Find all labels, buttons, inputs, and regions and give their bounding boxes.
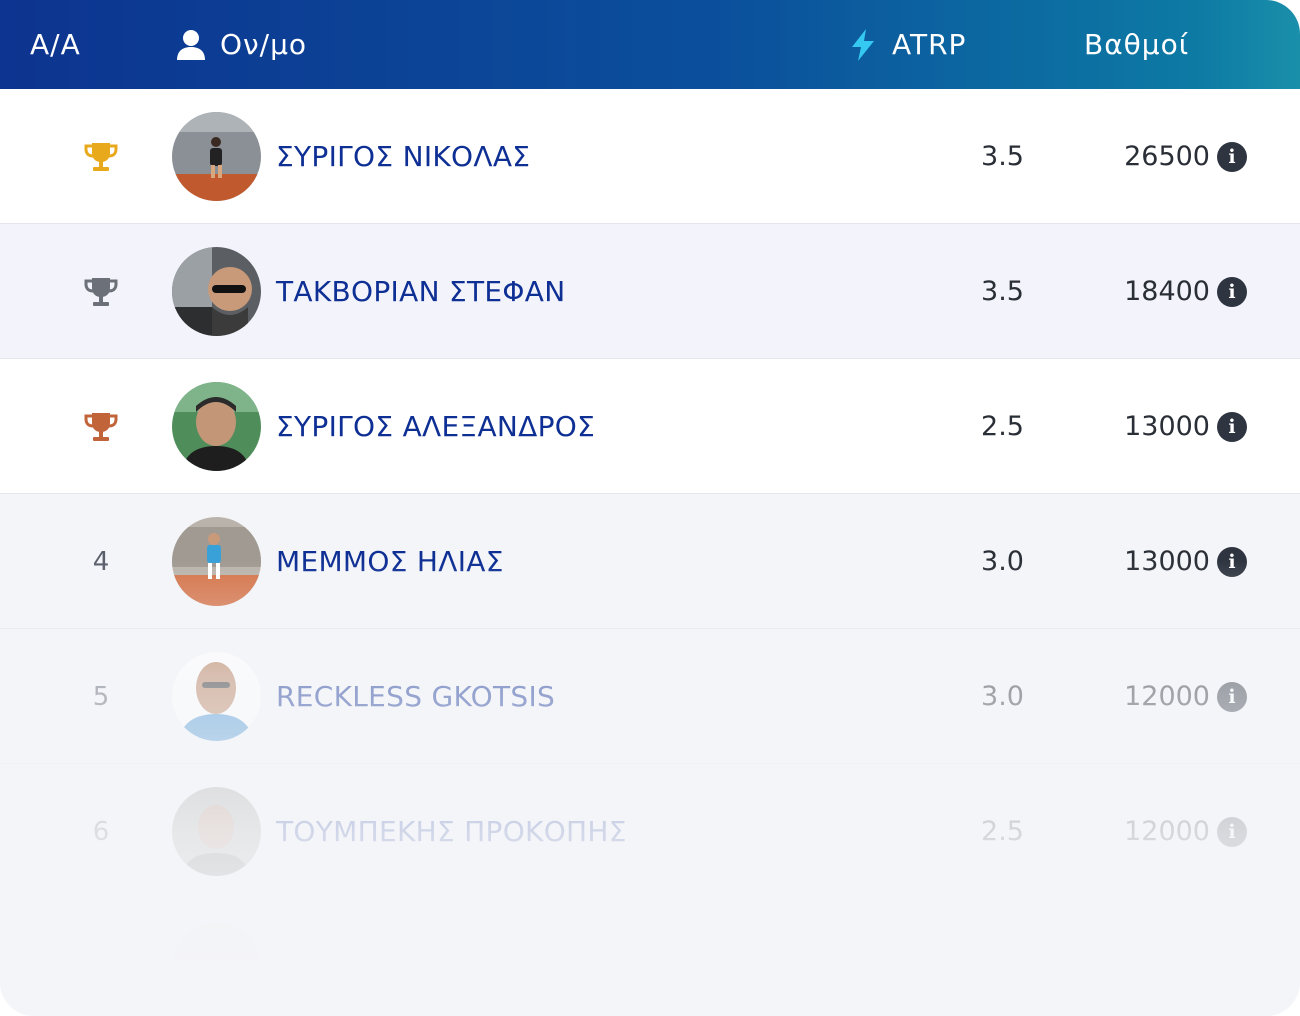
table-row	[0, 899, 1300, 1016]
points-value: 13000	[1124, 411, 1210, 442]
rank-cell	[60, 89, 142, 224]
info-icon[interactable]: i	[1217, 411, 1247, 442]
info-cell: i	[1217, 224, 1247, 359]
info-cell: i	[1217, 629, 1247, 764]
points-value: 26500	[1124, 141, 1210, 172]
points-value: 13000	[1124, 546, 1210, 577]
points-value: 12000	[1124, 816, 1210, 847]
table-row[interactable]: ΤΑΚΒΟΡΙΑΝ ΣΤΕΦΑΝ 3.5 18400 i	[0, 224, 1300, 359]
table-row[interactable]: 5 RECKLESS GKOTSIS 3.0 12000 i	[0, 629, 1300, 764]
header-name: Ον/μο	[176, 0, 307, 89]
player-name[interactable]: ΤΟΥΜΠΕΚΗΣ ΠΡΟΚΟΠΗΣ	[276, 815, 627, 848]
rank-cell: 4	[92, 546, 110, 577]
info-cell: i	[1217, 359, 1247, 494]
rank-cell	[60, 359, 142, 494]
points-value: 12000	[1124, 681, 1210, 712]
user-icon	[177, 29, 205, 60]
info-cell: i	[1217, 494, 1247, 629]
lightning-icon	[852, 28, 874, 61]
player-name[interactable]: ΤΑΚΒΟΡΙΑΝ ΣΤΕΦΑΝ	[276, 275, 566, 308]
header-atrp: ATRP	[848, 0, 966, 89]
avatar-cell	[172, 89, 261, 224]
info-icon[interactable]: i	[1217, 546, 1247, 577]
avatar-cell	[172, 899, 261, 1016]
avatar[interactable]	[172, 247, 261, 336]
info-icon[interactable]: i	[1217, 141, 1247, 172]
avatar[interactable]	[172, 652, 261, 741]
rank-cell: 6	[92, 816, 110, 847]
info-cell: i	[1217, 89, 1247, 224]
atrp-value: 3.0	[981, 681, 1024, 712]
atrp-value: 3.0	[981, 546, 1024, 577]
player-name[interactable]: ΣΥΡΙΓΟΣ ΝΙΚΟΛΑΣ	[276, 140, 531, 173]
header-atrp-label: ATRP	[892, 28, 967, 61]
header-name-label: Ον/μο	[220, 28, 308, 61]
table-row[interactable]: 6 ΤΟΥΜΠΕΚΗΣ ΠΡΟΚΟΠΗΣ 2.5 12000 i	[0, 764, 1300, 899]
avatar[interactable]	[172, 787, 261, 876]
avatar	[172, 923, 261, 1012]
rank-cell	[60, 224, 142, 359]
table-row[interactable]: ΣΥΡΙΓΟΣ ΑΛΕΞΑΝΔΡΟΣ 2.5 13000 i	[0, 359, 1300, 494]
table-row[interactable]: ΣΥΡΙΓΟΣ ΝΙΚΟΛΑΣ 3.5 26500 i	[0, 89, 1300, 224]
atrp-value: 2.5	[981, 816, 1024, 847]
atrp-value: 3.5	[981, 276, 1024, 307]
avatar-cell	[172, 764, 261, 899]
player-name[interactable]: ΣΥΡΙΓΟΣ ΑΛΕΞΑΝΔΡΟΣ	[276, 410, 596, 443]
avatar-cell	[172, 494, 261, 629]
table-row[interactable]: 4 ΜΕΜΜΟΣ ΗΛΙΑΣ 3.0 13000 i	[0, 494, 1300, 629]
player-name[interactable]: RECKLESS GKOTSIS	[276, 680, 556, 713]
avatar[interactable]	[172, 382, 261, 471]
trophy-gold-icon	[84, 142, 118, 171]
trophy-bronze-icon	[84, 412, 118, 441]
info-icon[interactable]: i	[1217, 816, 1247, 847]
header-points: Βαθμοί	[1084, 28, 1190, 61]
avatar-cell	[172, 359, 261, 494]
avatar-cell	[172, 629, 261, 764]
player-name[interactable]: ΜΕΜΜΟΣ ΗΛΙΑΣ	[276, 545, 504, 578]
avatar-cell	[172, 224, 261, 359]
points-value: 18400	[1124, 276, 1210, 307]
trophy-silver-icon	[84, 277, 118, 306]
avatar[interactable]	[172, 517, 261, 606]
table-header: A/A Ον/μο ATRP Βαθμοί	[0, 0, 1300, 89]
info-cell: i	[1217, 764, 1247, 899]
header-rank: A/A	[30, 28, 81, 61]
avatar[interactable]	[172, 112, 261, 201]
atrp-value: 3.5	[981, 141, 1024, 172]
info-icon[interactable]: i	[1217, 681, 1247, 712]
info-icon[interactable]: i	[1217, 276, 1247, 307]
atrp-value: 2.5	[981, 411, 1024, 442]
rank-cell: 5	[92, 681, 110, 712]
